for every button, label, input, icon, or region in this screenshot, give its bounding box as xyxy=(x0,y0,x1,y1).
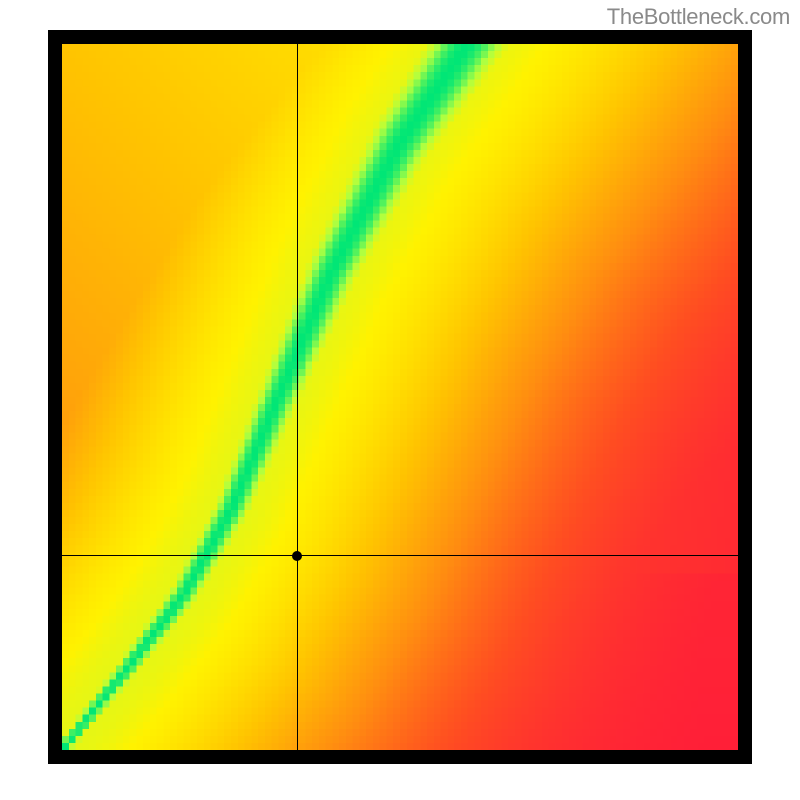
crosshair-vertical xyxy=(297,44,298,750)
heatmap xyxy=(62,44,738,750)
watermark-label: TheBottleneck.com xyxy=(607,4,790,30)
plot-area xyxy=(62,44,738,750)
crosshair-horizontal xyxy=(62,555,738,556)
figure-container: TheBottleneck.com xyxy=(0,0,800,800)
crosshair-dot xyxy=(292,551,302,561)
